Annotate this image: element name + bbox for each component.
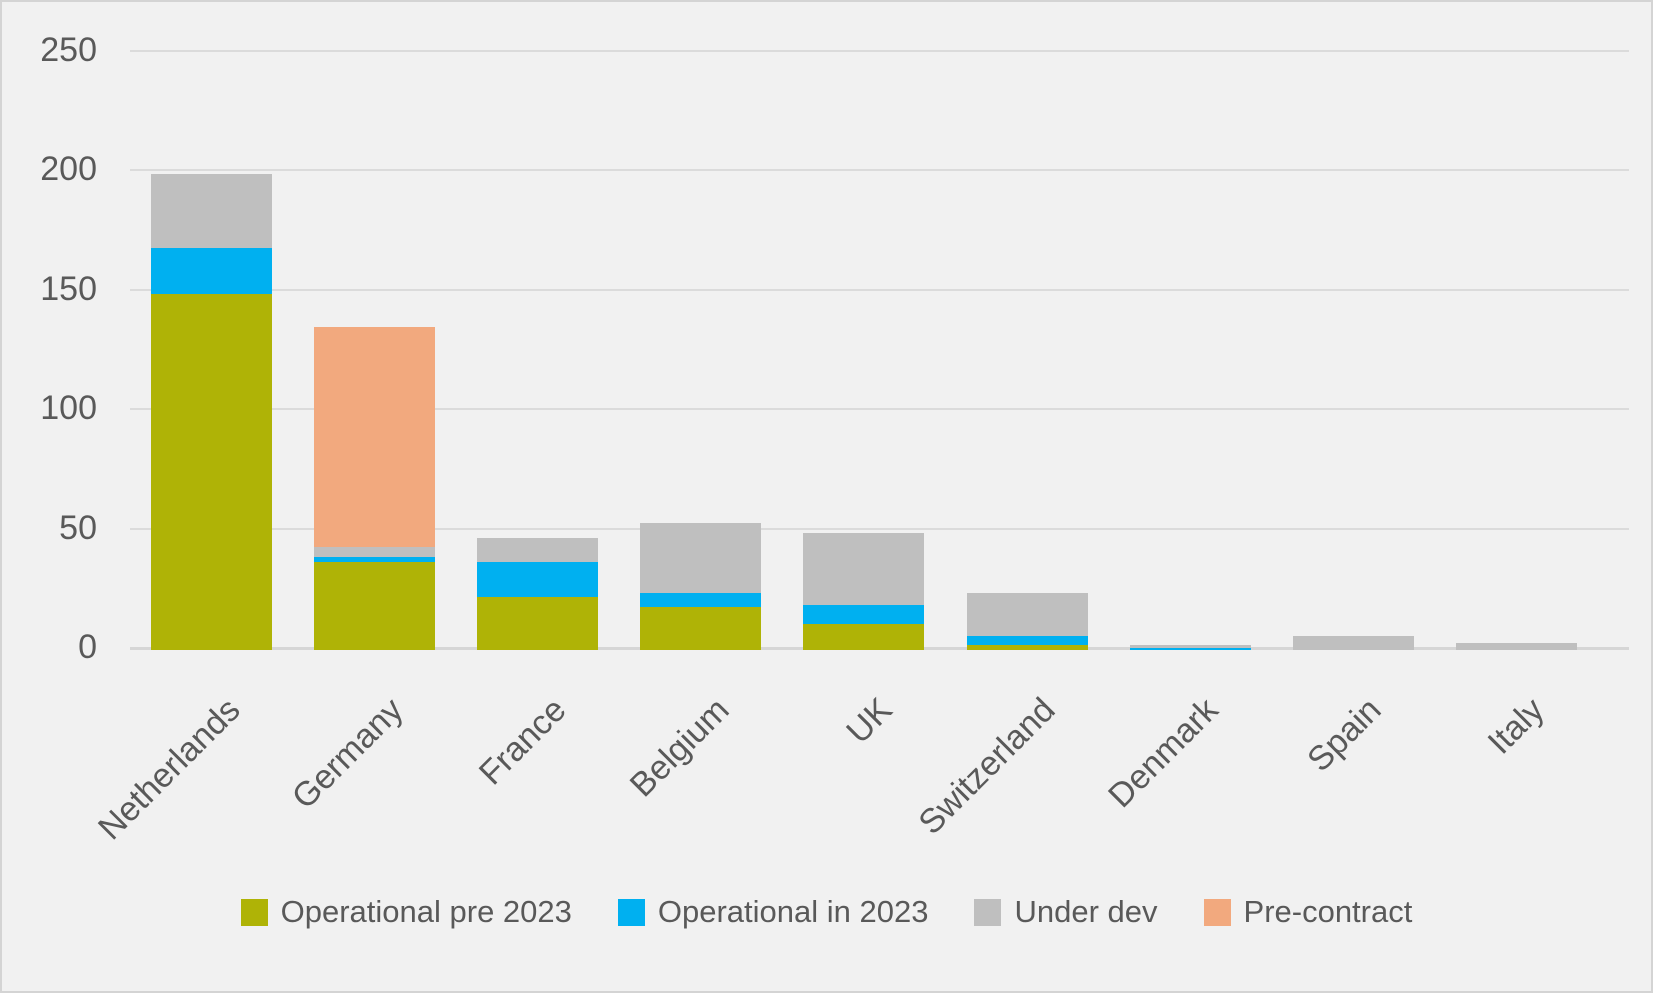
gridline bbox=[130, 288, 1629, 291]
bar-segment bbox=[314, 561, 436, 650]
bar-segment bbox=[803, 604, 925, 624]
bar-segment bbox=[966, 592, 1088, 636]
legend-swatch-icon bbox=[974, 898, 1002, 926]
legend-item: Pre-contract bbox=[1203, 894, 1413, 930]
bar-segment bbox=[640, 523, 762, 593]
legend-swatch-icon bbox=[240, 898, 268, 926]
bar-segment bbox=[1455, 642, 1577, 650]
y-tick-label: 250 bbox=[40, 30, 97, 69]
legend-label: Under dev bbox=[1014, 894, 1158, 929]
y-tick-label: 200 bbox=[40, 150, 97, 188]
legend-label: Pre-contract bbox=[1243, 894, 1413, 929]
legend-item: Operational pre 2023 bbox=[240, 894, 572, 930]
bar-segment bbox=[314, 547, 436, 557]
bar-segment bbox=[803, 623, 925, 650]
y-tick-label: 100 bbox=[40, 389, 97, 427]
bar-segment bbox=[477, 537, 599, 562]
gridline bbox=[130, 527, 1629, 530]
bar-segment bbox=[151, 174, 272, 249]
gridline bbox=[130, 169, 1629, 171]
bar-segment bbox=[151, 293, 272, 650]
bar-segment bbox=[314, 556, 436, 562]
bar-segment bbox=[640, 592, 762, 607]
gridline bbox=[130, 408, 1629, 410]
legend-item: Under dev bbox=[974, 894, 1158, 930]
y-tick-label: 50 bbox=[59, 508, 97, 547]
bar-segment bbox=[314, 327, 436, 548]
legend-label: Operational pre 2023 bbox=[280, 894, 572, 929]
bar-segment bbox=[477, 597, 599, 650]
bar-segment bbox=[966, 645, 1088, 650]
legend-label: Operational in 2023 bbox=[657, 894, 929, 929]
gridline bbox=[130, 49, 1629, 52]
legend-swatch-icon bbox=[1203, 898, 1231, 926]
bar-segment bbox=[1129, 645, 1251, 648]
y-tick-label: 0 bbox=[78, 628, 97, 666]
bar-segment bbox=[803, 532, 925, 605]
bar-segment bbox=[151, 248, 272, 294]
legend-swatch-icon bbox=[617, 898, 645, 926]
bar-segment bbox=[640, 606, 762, 650]
bar-segment bbox=[966, 635, 1088, 646]
bar-segment bbox=[477, 561, 599, 598]
bar-segment bbox=[1129, 647, 1251, 650]
y-tick-label: 150 bbox=[40, 269, 97, 308]
legend-item: Operational in 2023 bbox=[617, 894, 929, 930]
chart-legend: Operational pre 2023 Operational in 2023 U… bbox=[2, 894, 1651, 930]
bar-segment bbox=[1292, 635, 1414, 650]
